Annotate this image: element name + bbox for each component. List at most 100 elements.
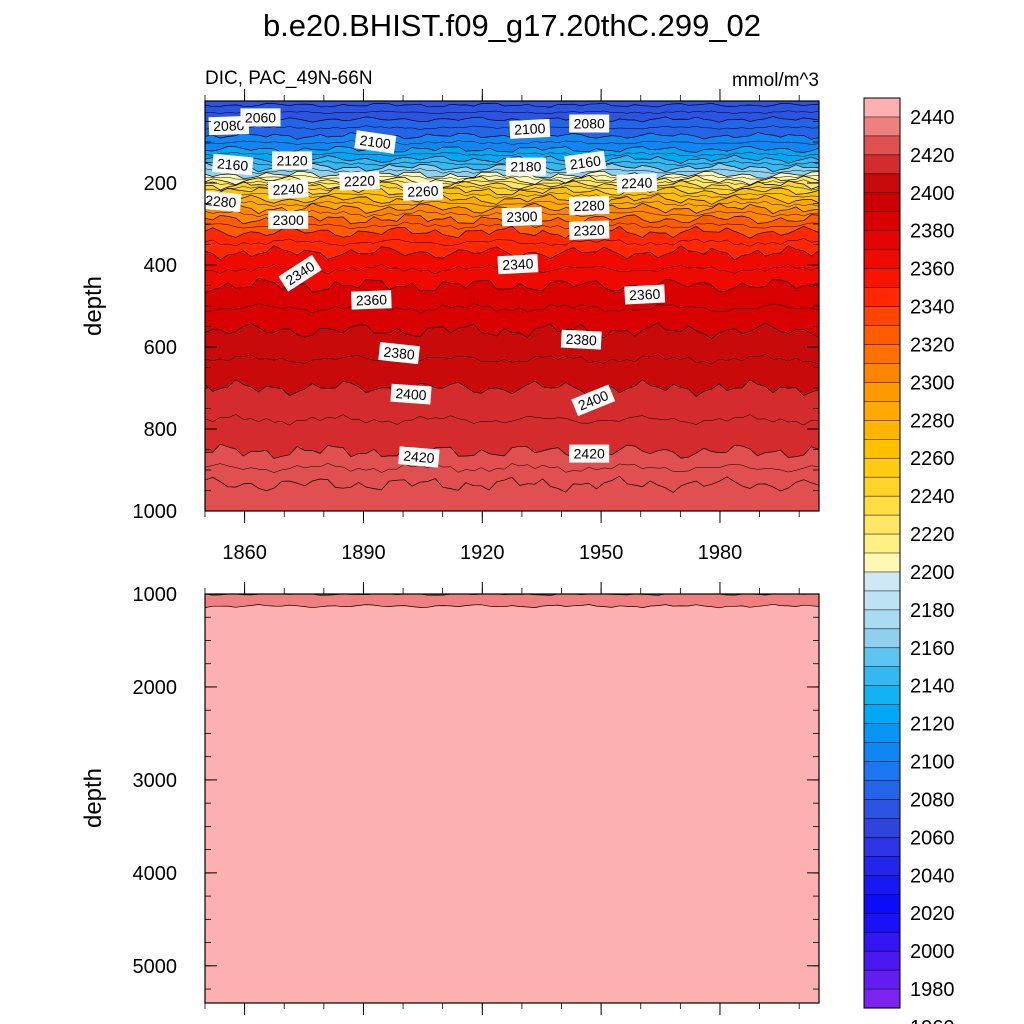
colorbar-label: 2020 xyxy=(910,903,955,925)
contour-line-minor xyxy=(205,414,819,426)
contour-label-text: 2420 xyxy=(574,446,605,462)
contour-band-2320 xyxy=(205,226,819,260)
contour-label: 2100 xyxy=(354,130,397,154)
colorbar-label: 2400 xyxy=(910,183,955,205)
contour-label-text: 2220 xyxy=(344,172,376,189)
colorbar-label: 2040 xyxy=(910,865,955,887)
contour-label-text: 2240 xyxy=(272,180,304,198)
contour-label-text: 2080 xyxy=(574,116,605,132)
contour-label-box xyxy=(200,190,242,213)
colorbar-swatch xyxy=(863,420,901,440)
contour-band-2240 xyxy=(205,187,819,205)
colorbar-swatch xyxy=(863,571,901,592)
colorbar-label: 2160 xyxy=(910,638,955,660)
colorbar-swatch xyxy=(863,666,901,687)
contour-line-2360 xyxy=(205,277,819,294)
colorbar-swatch xyxy=(863,439,901,459)
colorbar-swatch xyxy=(863,514,901,535)
colorbar-swatch xyxy=(863,931,901,952)
contour-label-text: 2420 xyxy=(403,448,436,467)
contour-line-2120 xyxy=(205,145,819,153)
colorbar-swatch xyxy=(863,856,901,876)
contour-line-minor xyxy=(205,302,819,314)
contour-label-text: 2160 xyxy=(216,155,249,174)
contour-label-box xyxy=(339,171,380,191)
contour-label-text: 2080 xyxy=(213,117,245,134)
contour-label-text: 2100 xyxy=(359,132,392,152)
contour-label-box xyxy=(240,108,281,127)
colorbar-label: 2060 xyxy=(910,827,955,849)
colorbar-swatch xyxy=(863,192,901,213)
contour-label-box xyxy=(509,118,551,139)
colorbar-swatch xyxy=(863,628,901,649)
contour-line-2440 xyxy=(205,475,819,493)
contour-label-box xyxy=(497,254,539,275)
colorbar-swatch xyxy=(863,476,901,497)
upper-y-axis-label: depth xyxy=(80,276,107,336)
contour-label: 2280 xyxy=(200,190,242,213)
contour-label-box xyxy=(267,179,309,200)
contour-label: 2360 xyxy=(351,290,392,310)
colorbar-swatch xyxy=(863,211,901,232)
colorbar-label: 2280 xyxy=(910,410,955,432)
x-tick-label: 1890 xyxy=(341,542,386,564)
contour-label: 2320 xyxy=(568,220,610,240)
contour-line-minor xyxy=(205,462,819,473)
contour-line-2080 xyxy=(205,116,819,123)
contour-label-box xyxy=(569,444,610,463)
variable-label: DIC, PAC_49N-66N xyxy=(205,68,373,89)
contour-label-box xyxy=(568,220,610,240)
colorbar-swatch xyxy=(863,457,901,478)
colorbar-frame xyxy=(863,97,901,1009)
y-tick-label: 3000 xyxy=(133,770,178,792)
contour-label: 2380 xyxy=(378,342,420,365)
upper-panel-axes: 200 400 600 800 1000 1860 1890 1920 1950 1980 xyxy=(133,89,819,564)
y-tick-label: 2000 xyxy=(133,677,178,699)
contour-label: 2180 xyxy=(505,157,546,176)
colorbar-swatch xyxy=(863,552,901,573)
contour-band-2440 xyxy=(205,476,819,511)
contour-label: 2280 xyxy=(568,195,610,216)
colorbar-swatch xyxy=(863,988,901,1009)
contour-label-box xyxy=(272,151,313,170)
contour-label-box xyxy=(568,195,610,216)
colorbar-swatch xyxy=(863,495,901,516)
contour-line-2340 xyxy=(205,245,819,261)
colorbar-label: 2100 xyxy=(910,752,955,774)
contour-label-text: 2400 xyxy=(395,385,427,403)
colorbar-swatch xyxy=(863,135,901,156)
contour-label-box xyxy=(501,206,543,227)
colorbar-label: 1980 xyxy=(910,979,955,1001)
colorbar-label: 2120 xyxy=(910,714,955,736)
chart-title: b.e20.BHIST.f09_g17.20thC.299_02 xyxy=(263,8,761,43)
contour-label-text: 2120 xyxy=(277,152,308,168)
colorbar-swatch xyxy=(863,969,901,990)
contour-label-text: 2060 xyxy=(245,109,276,125)
contour-line-2380 xyxy=(205,322,819,340)
y-tick-label: 1000 xyxy=(133,584,178,606)
contour-label-box xyxy=(211,153,254,176)
contour-label: 2420 xyxy=(569,444,610,463)
contour-label-box xyxy=(560,329,602,350)
contour-label: 2300 xyxy=(268,210,309,229)
contour-label: 2100 xyxy=(509,118,551,139)
colorbar-swatch xyxy=(863,780,901,801)
lower-panel-axes: 1000 2000 3000 4000 5000 xyxy=(133,582,819,1015)
contour-label-text: 2380 xyxy=(383,344,416,363)
colorbar-swatch xyxy=(863,154,901,175)
colorbar-swatch xyxy=(863,912,901,933)
colorbar-swatch xyxy=(863,230,901,251)
contour-label: 2160 xyxy=(564,150,607,175)
contour-label: 2340 xyxy=(497,254,539,275)
contour-label-box xyxy=(505,157,546,176)
contour-label-text: 2380 xyxy=(565,331,597,349)
colorbar-swatch xyxy=(863,837,901,857)
contour-line-2460 xyxy=(205,603,819,609)
contour-label: 2160 xyxy=(211,153,254,176)
colorbar-swatch xyxy=(863,590,901,611)
contour-label-text: 2240 xyxy=(621,174,653,191)
colorbar-swatch xyxy=(863,818,901,838)
contour-label: 2420 xyxy=(398,446,440,468)
colorbar-label: 2420 xyxy=(910,145,955,167)
colorbar-swatch xyxy=(863,799,901,819)
